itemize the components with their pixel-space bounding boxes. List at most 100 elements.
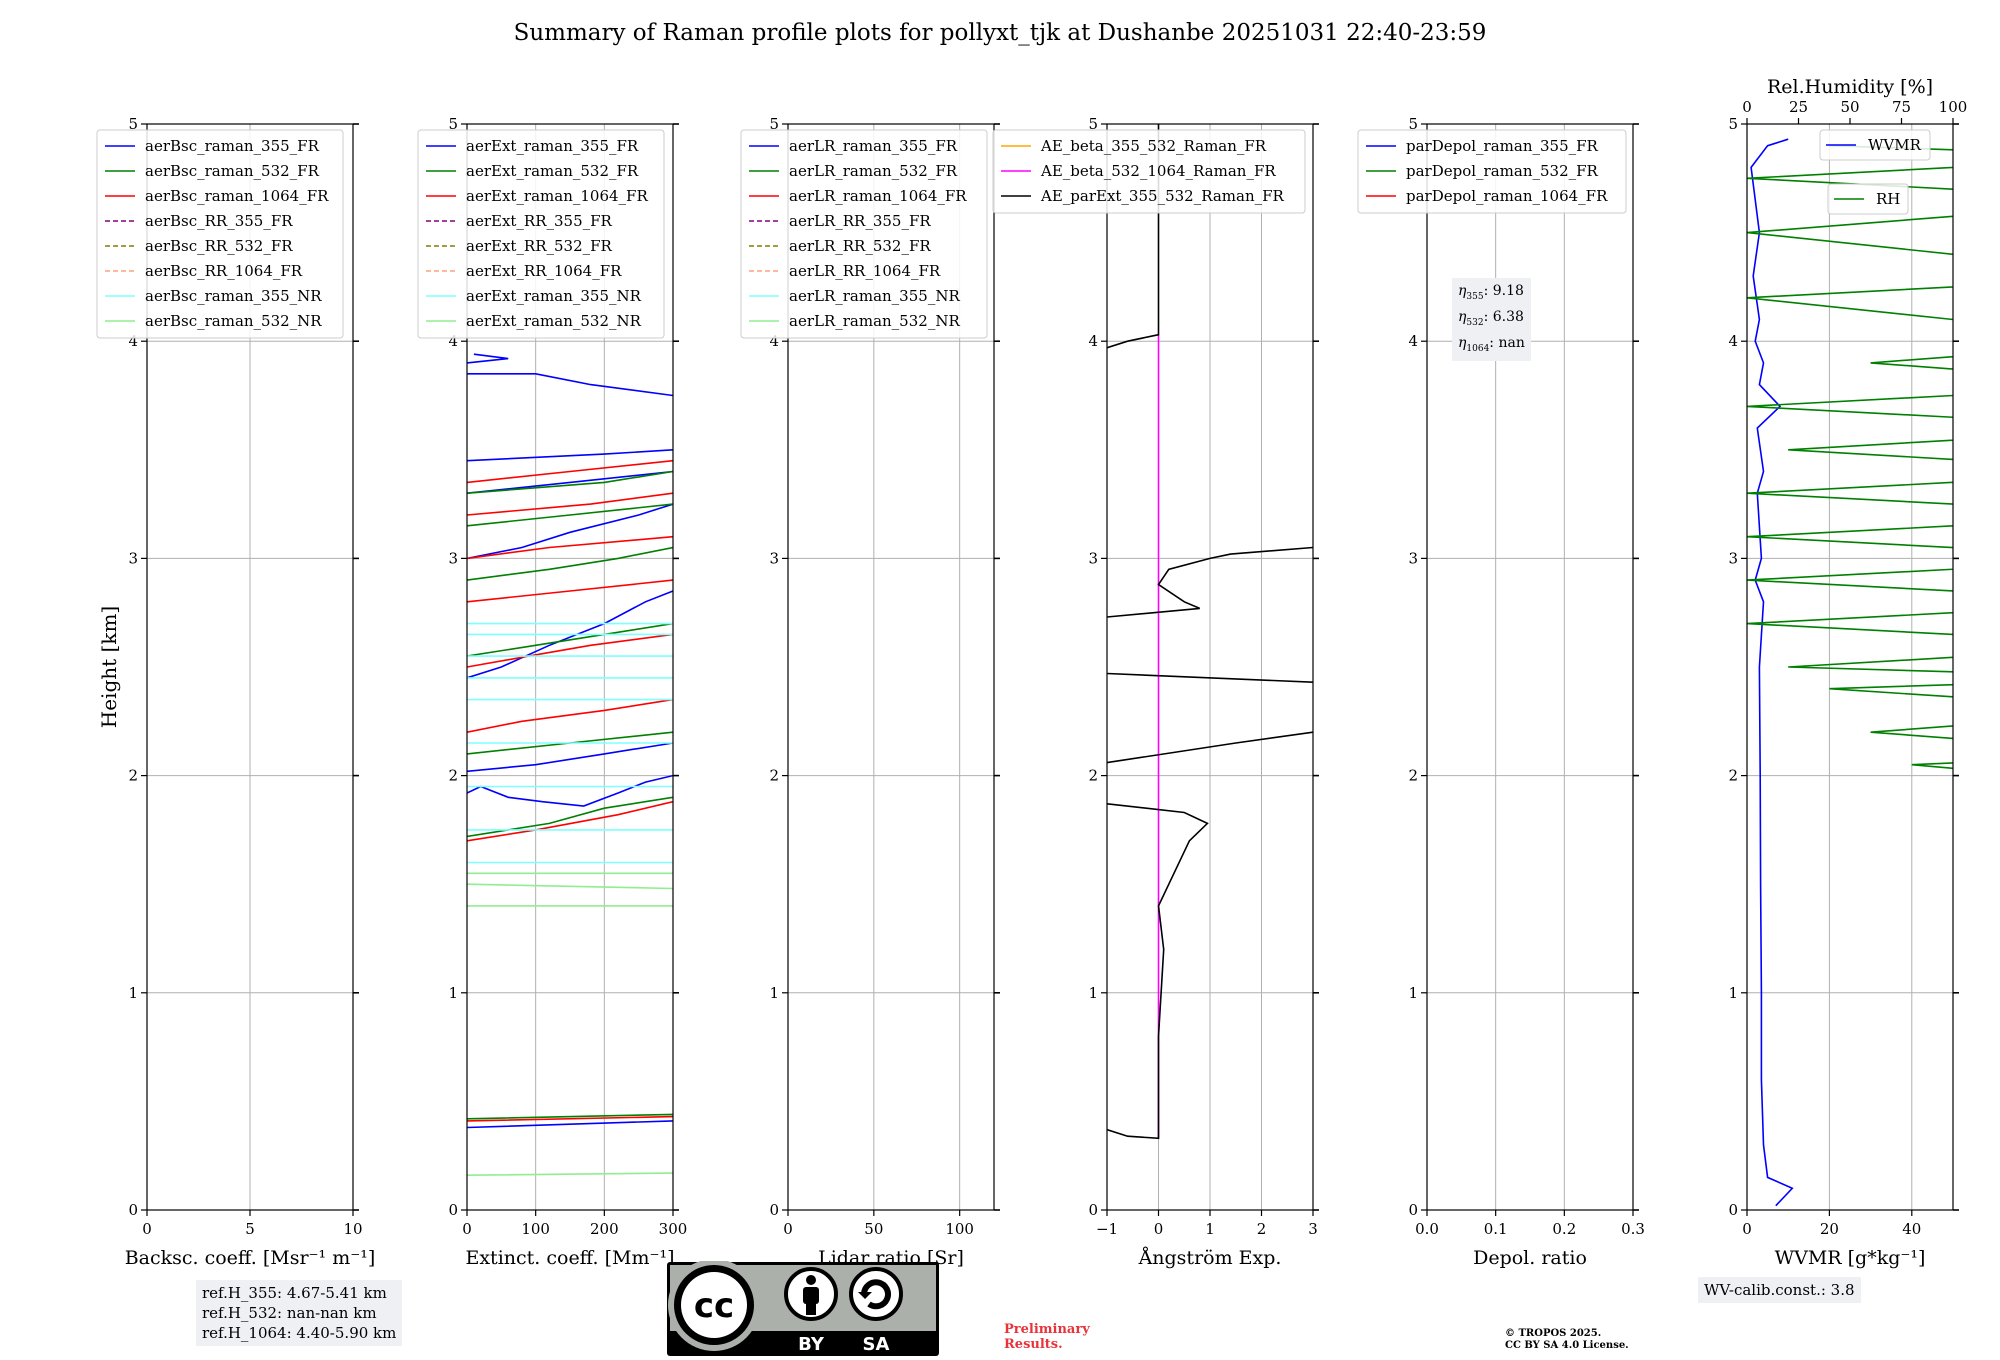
legend-label: RH [1876,190,1900,208]
legend-label: aerExt_raman_355_FR [466,137,639,155]
axes-frame [1426,123,1634,1211]
x-tick-label: 0 [142,1220,152,1238]
legend-label: WVMR [1868,136,1922,154]
ref-height-355: ref.H_355: 4.67-5.41 km [202,1284,387,1302]
series-RH [1747,144,1953,770]
series-group [1747,138,1953,1207]
y-tick-label: 4 [1728,332,1738,350]
legend-label: aerLR_raman_355_NR [789,287,960,305]
legend-label: aerLR_raman_532_NR [789,312,960,330]
legend-box [417,129,665,339]
top-x-tick-label: 25 [1789,98,1808,116]
y-tick-label: 0 [128,1201,138,1219]
eta-355: η355: 9.18 [1458,283,1524,302]
y-tick-label: 0 [448,1201,458,1219]
x-axis-label: Depol. ratio [1473,1247,1587,1269]
sa-label: SA [863,1334,890,1355]
x-tick-label: 20 [1820,1220,1839,1238]
y-tick-label: 0 [1088,1201,1098,1219]
panel-1: 0 1 2 3 4 5 0 5 10 Backsc. coeff. [Msr⁻¹ m⁻¹] aerB… [96,115,376,1269]
legend-label: parDepol_raman_1064_FR [1406,187,1608,205]
legend-label: aerExt_raman_1064_FR [466,187,648,205]
y-tick-label: 1 [448,984,458,1002]
y-tick-label: 0 [1408,1201,1418,1219]
by-label: BY [798,1334,825,1355]
x-tick-label: 0 [783,1220,793,1238]
series-group [467,353,673,1176]
y-tick-label: 2 [1728,767,1738,785]
legend-label: aerLR_RR_355_FR [789,212,931,230]
legend-label: aerBsc_RR_355_FR [145,212,293,230]
legend-label: AE_beta_355_532_Raman_FR [1040,137,1267,155]
y-tick-label: 1 [1728,984,1738,1002]
legend-box [740,129,988,339]
legend-label: AE_parExt_355_532_Raman_FR [1040,187,1285,205]
legend-label: aerExt_RR_355_FR [466,212,613,230]
legend-label: aerBsc_raman_355_FR [145,137,320,155]
x-tick-label: 0.2 [1552,1220,1576,1238]
legend-label: aerBsc_raman_1064_FR [145,187,329,205]
legend-label: aerExt_raman_532_NR [466,312,642,330]
preliminary-results-note: Preliminary Results. [1004,1322,1090,1352]
y-tick-label: 5 [1728,115,1738,133]
cc-letters: cc [694,1286,734,1326]
y-tick-label: 4 [769,332,779,350]
top-x-tick-label: 0 [1742,98,1752,116]
y-tick-label: 2 [1408,767,1418,785]
legend-label: aerLR_raman_1064_FR [789,187,967,205]
y-axis-label: Height [km] [97,606,121,728]
x-axis-label: Backsc. coeff. [Msr⁻¹ m⁻¹] [125,1247,376,1269]
x-tick-label: 5 [245,1220,255,1238]
legend-label: aerBsc_raman_532_NR [145,312,322,330]
y-tick-label: 5 [1408,115,1418,133]
y-tick-label: 4 [1408,332,1418,350]
y-tick-label: 4 [1088,332,1098,350]
y-tick-label: 2 [128,767,138,785]
x-tick-label: 0 [462,1220,472,1238]
x-axis-label: Ångström Exp. [1138,1247,1282,1269]
y-tick-label: 3 [769,549,779,567]
ref-height-532: ref.H_532: nan-nan km [202,1304,377,1322]
y-tick-label: 3 [128,549,138,567]
legend-label: aerLR_RR_1064_FR [789,262,941,280]
x-axis-label: Extinct. coeff. [Mm⁻¹] [465,1247,674,1269]
legend-box [992,129,1306,214]
legend-label: aerLR_raman_355_FR [789,137,958,155]
eta-1064: η1064: nan [1458,334,1525,354]
legend-box [1819,129,1931,161]
y-tick-label: 2 [448,767,458,785]
y-tick-label: 1 [1408,984,1418,1002]
series-aerExt_raman_355_NR [467,622,673,864]
legend-label: parDepol_raman_355_FR [1406,137,1599,155]
x-tick-label: 10 [343,1220,362,1238]
x-tick-label: 50 [864,1220,883,1238]
axes-frame [787,123,995,1211]
x-tick-label: 1 [1205,1220,1215,1238]
y-tick-label: 2 [1088,767,1098,785]
y-tick-label: 5 [769,115,779,133]
x-tick-label: 0.1 [1484,1220,1508,1238]
axes-frame [466,123,674,1211]
top-x-tick-label: 50 [1840,98,1859,116]
y-tick-label: 0 [769,1201,779,1219]
cc-by-sa-license-badge[interactable]: cc BY SA [666,1261,940,1357]
x-tick-label: 0 [1742,1220,1752,1238]
legend-label: aerBsc_raman_532_FR [145,162,320,180]
ref-heights-box: ref.H_355: 4.67-5.41 km ref.H_532: nan-n… [196,1280,403,1346]
panel-5: 0 1 2 3 4 5 0.0 0.1 0.2 0.3 Depol. ratio parDepol_r… [1357,115,1645,1269]
legend-label: aerExt_raman_532_FR [466,162,639,180]
top-x-axis-label: Rel.Humidity [%] [1767,76,1933,98]
legend-box [1357,129,1627,214]
top-x-tick-label: 75 [1892,98,1911,116]
legend-label: aerLR_raman_532_FR [789,162,958,180]
y-tick-label: 5 [128,115,138,133]
legend-label: AE_beta_532_1064_Raman_FR [1040,162,1276,180]
series-group [1107,124,1313,1140]
legend-label: aerBsc_RR_1064_FR [145,262,303,280]
y-tick-label: 1 [769,984,779,1002]
x-tick-label: 0.0 [1415,1220,1439,1238]
x-tick-label: 0 [1154,1220,1164,1238]
y-tick-label: 1 [128,984,138,1002]
